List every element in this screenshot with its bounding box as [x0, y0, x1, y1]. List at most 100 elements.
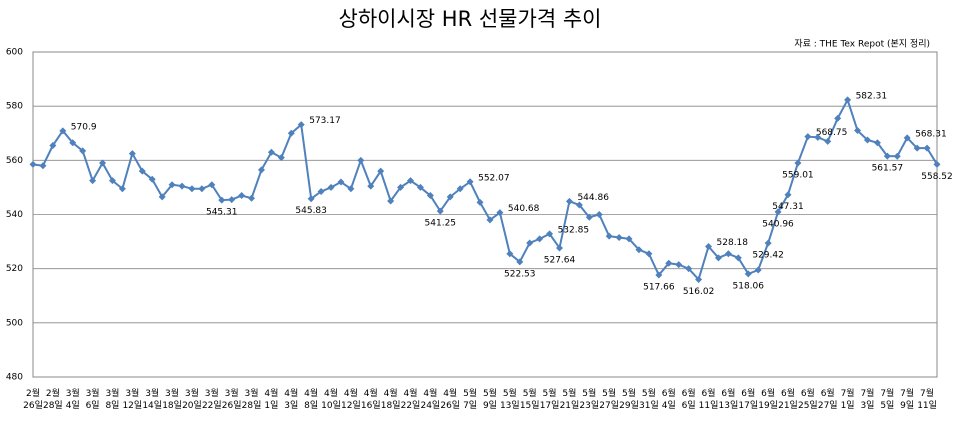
data-point [406, 177, 414, 185]
data-point [198, 185, 206, 193]
data-point [585, 213, 593, 221]
data-point [29, 160, 37, 168]
data-point [377, 167, 385, 175]
data-label: 561.57 [872, 164, 904, 174]
data-label: 570.9 [71, 122, 97, 132]
data-point [357, 156, 365, 164]
data-point [397, 183, 405, 191]
y-tick-label: 500 [6, 318, 23, 328]
chart-title: 상하이시장 HR 선물가격 추이 [339, 7, 602, 31]
data-label: 544.86 [577, 193, 609, 203]
data-point [426, 192, 434, 200]
data-point [347, 185, 355, 193]
x-tick-label: 7월 11일 [917, 389, 937, 411]
data-point [526, 239, 534, 247]
y-tick-label: 600 [6, 48, 23, 58]
data-point [79, 147, 87, 155]
data-point [337, 178, 345, 186]
data-label: 541.25 [425, 219, 457, 229]
data-point [754, 266, 762, 274]
data-point [49, 141, 57, 149]
data-point [118, 185, 126, 193]
data-label: 545.83 [295, 206, 327, 216]
data-point [188, 185, 196, 193]
y-tick-label: 520 [6, 264, 23, 274]
x-tick-label: 4월 22일 [400, 389, 421, 411]
x-tick-label: 2월 26일 [23, 389, 43, 411]
y-tick-label: 480 [6, 373, 23, 383]
data-point [625, 235, 633, 243]
x-tick-label: 5월 31일 [639, 389, 659, 411]
data-label: 516.02 [683, 287, 715, 297]
x-tick-label: 5월 17일 [539, 389, 560, 411]
data-point [506, 250, 514, 258]
data-point [297, 121, 305, 129]
data-point [248, 194, 256, 202]
x-tick-label: 6월 27일 [817, 389, 838, 411]
data-point [834, 114, 842, 122]
x-tick-label: 3월 12일 [122, 389, 143, 411]
x-tick-label: 4월 12일 [341, 389, 361, 411]
x-tick-label: 5월 9일 [482, 389, 497, 411]
data-point [228, 196, 236, 204]
source-note: 자료 : THE Tex Repot (본지 정리) [794, 39, 930, 50]
x-tick-label: 6월 25일 [797, 389, 818, 411]
data-point [148, 175, 156, 183]
data-point [39, 162, 47, 170]
data-point [99, 159, 107, 167]
x-tick-label: 4월 1일 [264, 389, 279, 411]
x-tick-label: 4월 16일 [360, 389, 381, 411]
data-label: 517.66 [643, 283, 675, 293]
x-tick-label: 5월 13일 [499, 389, 520, 411]
data-point [536, 235, 544, 243]
data-point [486, 216, 494, 224]
data-point [903, 134, 911, 142]
x-tick-label: 6월 21일 [778, 389, 798, 411]
x-tick-label: 6월 17일 [738, 389, 759, 411]
data-point [824, 137, 832, 145]
x-tick-label: 4월 3일 [284, 389, 299, 411]
data-point [665, 259, 673, 267]
data-point [724, 250, 732, 258]
data-point [208, 181, 216, 189]
data-point [595, 211, 603, 218]
x-tick-label: 4월 24일 [420, 389, 441, 411]
data-point [238, 192, 246, 200]
x-tick-label: 5월 21일 [559, 389, 580, 411]
data-point [476, 198, 484, 206]
x-tick-label: 3월 22일 [201, 389, 222, 411]
data-point [645, 250, 653, 258]
data-point [327, 183, 335, 191]
data-point [307, 195, 315, 203]
data-point [267, 148, 275, 156]
x-tick-label: 6월 19일 [758, 389, 778, 411]
data-point [814, 133, 822, 141]
x-tick-label: 3월 18일 [162, 389, 182, 411]
data-point [844, 96, 852, 104]
data-point [556, 244, 564, 252]
data-point [615, 234, 623, 242]
x-tick-label: 5월 7일 [463, 389, 478, 411]
data-label: 532.85 [558, 225, 590, 235]
data-point [854, 127, 862, 135]
x-tick-label: 6월 6일 [681, 389, 696, 411]
data-label: 545.31 [206, 208, 238, 218]
data-label: 540.96 [762, 219, 794, 229]
data-point [714, 254, 722, 262]
x-tick-label: 5월 29일 [619, 389, 639, 411]
data-label: 522.53 [504, 269, 536, 279]
data-point [89, 177, 97, 185]
x-tick-label: 5월 23일 [579, 389, 600, 411]
data-label: 518.06 [733, 281, 765, 291]
data-point [108, 177, 116, 185]
x-tick-label: 3월 4일 [65, 389, 80, 411]
data-label: 559.01 [782, 171, 814, 181]
data-point [893, 152, 901, 160]
data-point [456, 185, 464, 193]
data-label: 527.64 [544, 255, 576, 265]
data-point [466, 178, 474, 186]
x-tick-label: 3월 14일 [142, 389, 163, 411]
x-tick-label: 6월 4일 [661, 389, 676, 411]
